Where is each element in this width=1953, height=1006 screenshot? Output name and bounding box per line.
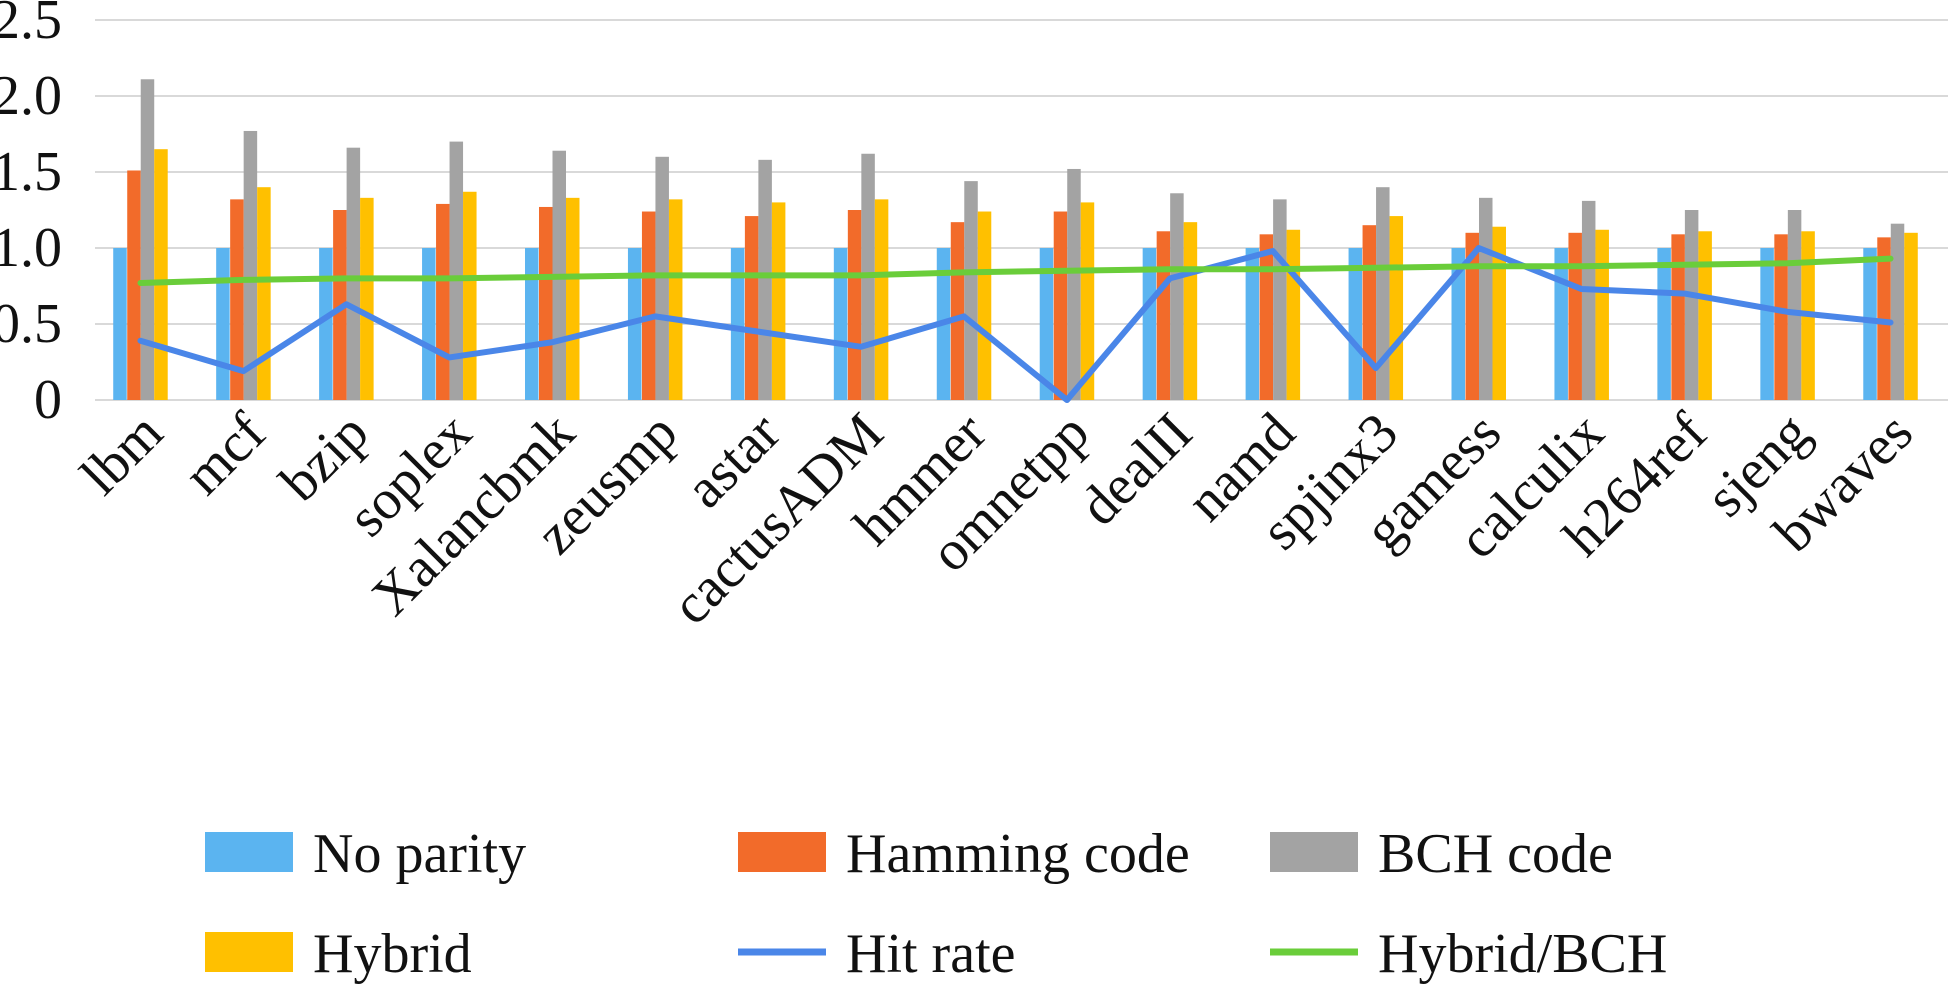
bar-bch-code <box>1273 199 1287 400</box>
bar-hamming-code <box>744 216 759 400</box>
bar-bch-code <box>346 147 361 400</box>
bar-bch-code <box>1479 197 1493 400</box>
bar-hamming-code <box>230 199 244 400</box>
bar-hamming-code <box>950 222 965 400</box>
bar-bch-code <box>1787 210 1802 400</box>
bar-hybrid <box>1183 222 1198 400</box>
bar-hamming-code <box>1156 231 1171 400</box>
legend: No parity Hamming code BCH code Hybrid Hit r… <box>205 823 1667 985</box>
bar-hybrid <box>668 199 683 400</box>
gridlines <box>95 19 1948 401</box>
bar-hybrid <box>771 202 786 400</box>
bar-no-parity <box>1451 248 1465 400</box>
y-tick-label: 0 <box>34 369 62 431</box>
bar-bch-code <box>1067 168 1081 400</box>
bar-hybrid <box>1492 226 1506 400</box>
legend-label-bch-code: BCH code <box>1378 823 1613 885</box>
line-hit-rate <box>137 245 1894 403</box>
bar-no-parity <box>113 248 127 400</box>
bar-hybrid <box>1904 232 1918 400</box>
legend-label-hit-rate: Hit rate <box>846 923 1015 985</box>
bar-hybrid <box>874 199 889 400</box>
bar-hamming-code <box>641 211 656 400</box>
legend-label-hybrid: Hybrid <box>313 923 472 985</box>
y-tick-label: 0.5 <box>0 293 62 355</box>
bar-no-parity <box>730 248 745 400</box>
y-tick-label: 2.0 <box>0 65 62 127</box>
bar-bch-code <box>140 79 155 400</box>
x-axis-ticks: lbmmcfbzipsoplexXalancbmkzeusmpastarcact… <box>69 401 1925 636</box>
bar-no-parity <box>1039 248 1054 400</box>
bar-hamming-code <box>1362 225 1377 400</box>
bar-hamming-code <box>1671 234 1685 400</box>
bar-bch-code <box>1376 187 1390 400</box>
line-hybrid-bch <box>137 255 1894 286</box>
bar-no-parity <box>525 248 539 400</box>
bar-bch-code <box>655 156 669 400</box>
bar-no-parity <box>1554 248 1568 400</box>
bar-hamming-code <box>1774 234 1788 400</box>
bar-bch-code <box>964 181 978 400</box>
bar-hybrid <box>977 211 992 400</box>
bar-no-parity <box>1657 248 1671 400</box>
bar-hybrid <box>566 197 580 400</box>
legend-swatch-bch-code <box>1270 832 1358 872</box>
bar-hybrid <box>1698 231 1712 400</box>
bar-hybrid <box>257 187 271 400</box>
y-tick-label: 2.5 <box>0 0 62 51</box>
x-tick-label: mcf <box>172 401 278 507</box>
legend-swatch-no-parity <box>205 832 293 872</box>
bar-hamming-code <box>1259 234 1274 400</box>
bar-bch-code <box>1890 223 1905 400</box>
bar-no-parity <box>1863 248 1877 400</box>
bar-hybrid <box>463 191 477 400</box>
legend-swatch-hybrid <box>205 932 293 972</box>
bar-no-parity <box>319 248 333 400</box>
y-tick-label: 1.0 <box>0 217 62 279</box>
bar-hamming-code <box>1053 211 1068 400</box>
bar-hybrid <box>1389 216 1404 400</box>
bar-hamming-code <box>1568 232 1582 400</box>
legend-label-hamming-code: Hamming code <box>846 823 1190 885</box>
bar-hybrid <box>154 149 168 400</box>
bar-no-parity <box>1142 248 1157 400</box>
bar-bch-code <box>243 130 258 400</box>
bar-bch-code <box>449 141 464 400</box>
bar-no-parity <box>422 248 436 400</box>
bar-no-parity <box>216 248 230 400</box>
bar-bch-code <box>1170 193 1184 400</box>
bar-hamming-code <box>436 203 450 400</box>
bar-hamming-code <box>847 210 862 400</box>
bar-hamming-code <box>1877 237 1891 400</box>
bar-bch-code <box>758 159 772 400</box>
bar-hybrid <box>1286 229 1301 400</box>
legend-label-hybrid-bch: Hybrid/BCH <box>1378 923 1667 985</box>
bar-bch-code <box>1684 210 1699 400</box>
x-tick-label: dealII <box>1068 401 1204 537</box>
lines <box>137 245 1894 403</box>
bar-hamming-code <box>1465 232 1479 400</box>
bar-no-parity <box>833 248 848 400</box>
y-axis-ticks: 0 0.5 1.0 1.5 2.0 2.5 <box>0 0 62 431</box>
legend-swatch-hamming-code <box>738 832 826 872</box>
legend-label-no-parity: No parity <box>313 823 526 885</box>
y-tick-label: 1.5 <box>0 141 62 203</box>
bar-no-parity <box>1760 248 1774 400</box>
bar-hybrid <box>360 197 374 400</box>
bar-no-parity <box>1245 248 1260 400</box>
bar-hybrid <box>1595 229 1609 400</box>
x-tick-label: lbm <box>69 401 174 506</box>
bar-hybrid <box>1080 202 1095 400</box>
bar-hamming-code <box>127 170 141 400</box>
bars <box>113 79 1918 400</box>
bar-no-parity <box>1348 248 1363 400</box>
bar-hamming-code <box>539 206 553 400</box>
bar-bch-code <box>1581 200 1596 400</box>
